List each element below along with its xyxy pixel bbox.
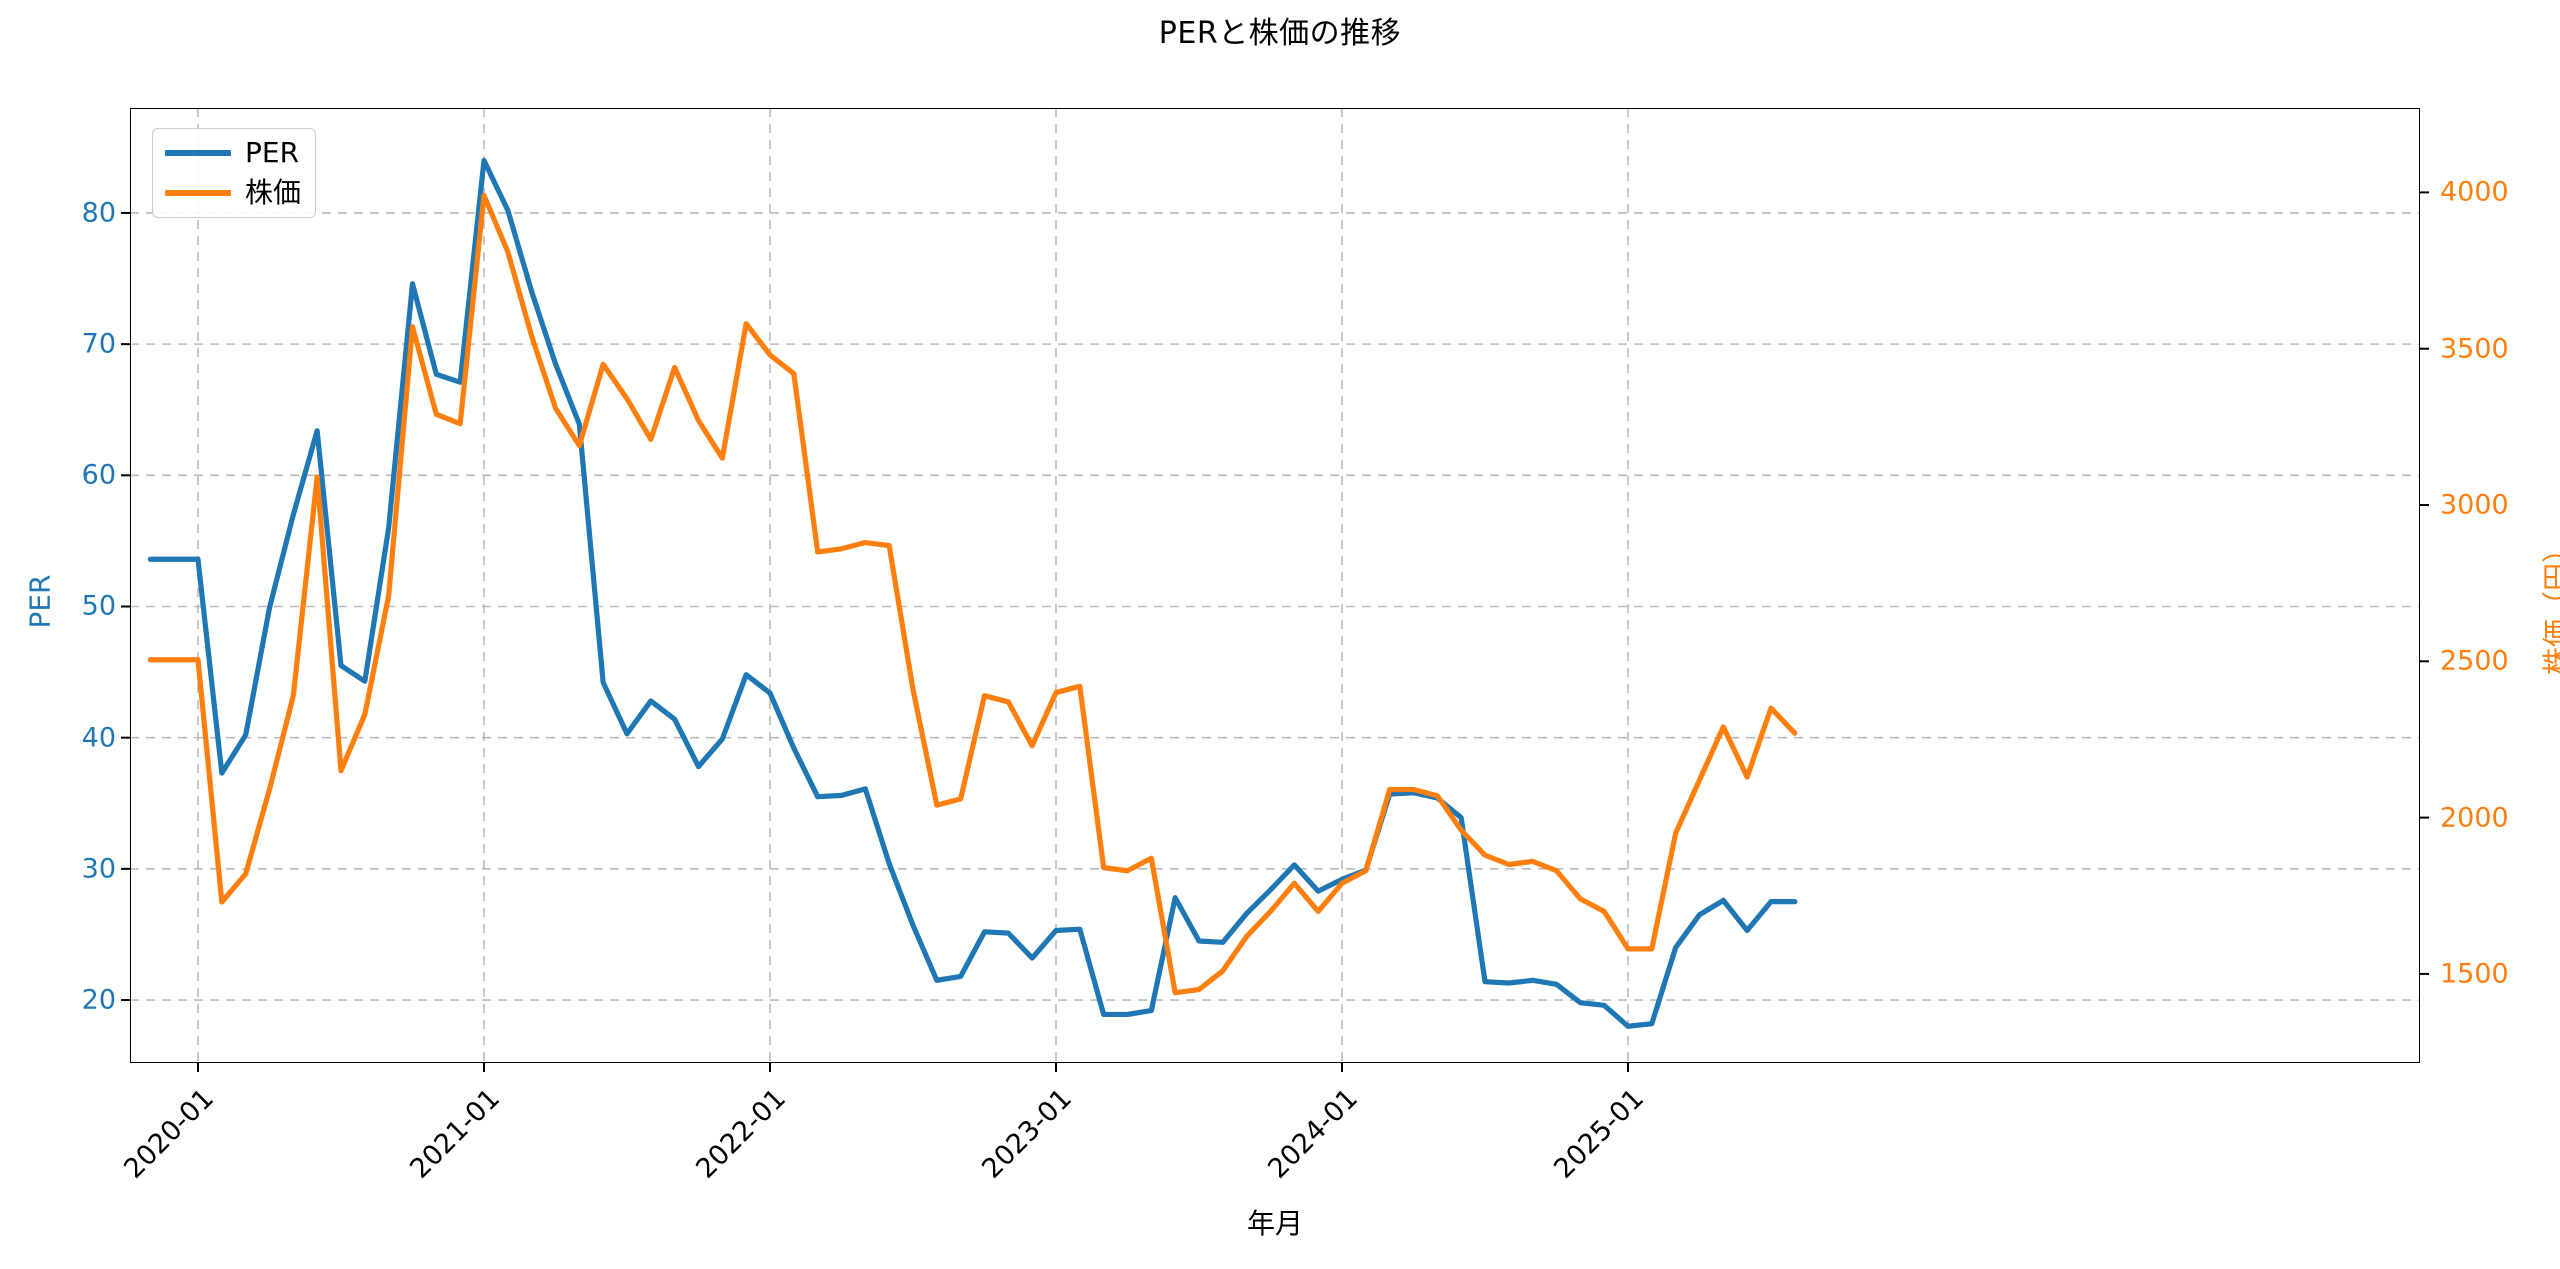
legend-swatch-per: [165, 150, 231, 156]
y-tick-label-left: 50: [81, 590, 116, 622]
y-tick-label-right: 2500: [2440, 645, 2509, 677]
legend-swatch-kabuka: [165, 190, 231, 196]
y-axis-left-title: PER: [23, 574, 57, 629]
series-line-per: [147, 157, 1798, 1029]
series-line-kabuka: [147, 192, 1798, 996]
y-tick-label-right: 3500: [2440, 333, 2509, 365]
chart-legend: PER 株価: [152, 128, 317, 218]
legend-item-per: PER: [165, 139, 301, 167]
chart-title: PERと株価の推移: [1158, 16, 1402, 51]
y-tick-label-right: 2000: [2440, 802, 2509, 834]
legend-label-kabuka: 株価: [245, 176, 302, 209]
series-lines: [147, 157, 1798, 1029]
plot-area: [130, 108, 2420, 1063]
y-tick-label-left: 80: [81, 197, 116, 229]
y-axis-right-title: 株価（円）: [2540, 535, 2560, 676]
y-tick-label-right: 3000: [2440, 489, 2509, 521]
y-tick-label-left: 60: [81, 459, 116, 491]
y-tick-label-right: 4000: [2440, 176, 2509, 208]
legend-item-kabuka: 株価: [165, 179, 301, 207]
grid-lines: [130, 108, 2420, 1063]
y-tick-label-left: 30: [81, 853, 116, 885]
y-tick-label-left: 70: [81, 328, 116, 360]
legend-label-per: PER: [245, 136, 300, 169]
y-tick-label-right: 1500: [2440, 958, 2509, 990]
tick-marks: [121, 191, 2429, 1072]
y-tick-label-left: 20: [81, 984, 116, 1016]
y-tick-label-left: 40: [81, 722, 116, 754]
x-axis-title: 年月: [1246, 1207, 1303, 1240]
